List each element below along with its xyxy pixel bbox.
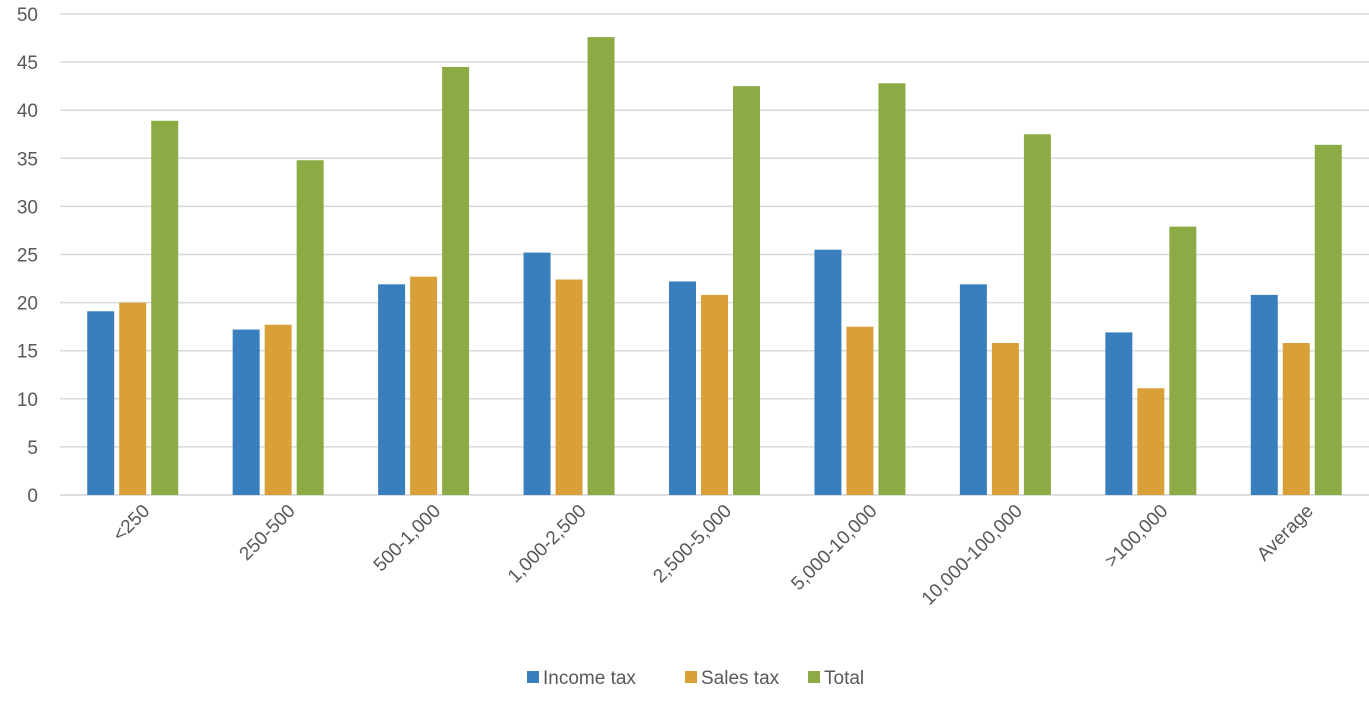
bar-sales-tax: [555, 279, 583, 495]
x-tick-label: 1,000-2,500: [504, 501, 591, 588]
bar-sales-tax: [991, 343, 1019, 495]
bar-total: [878, 83, 906, 495]
y-tick-label: 5: [27, 438, 38, 459]
y-axis-ticks: 0 5 10 15 20 25 30 35 40 45 50: [17, 5, 38, 507]
x-tick-label: 500-1,000: [370, 501, 445, 576]
legend-label: Income tax: [543, 668, 636, 689]
x-tick-label: 10,000-100,000: [918, 501, 1027, 610]
bar-income-tax: [669, 281, 696, 495]
bar-income-tax: [959, 284, 987, 495]
bar-income-tax: [1250, 294, 1278, 495]
x-tick-label: 2,500-5,000: [649, 501, 736, 588]
bar-total: [151, 120, 179, 496]
legend-swatch: [685, 671, 697, 683]
x-tick-label: Average: [1253, 501, 1318, 566]
bar-sales-tax: [1137, 388, 1165, 495]
legend: Income tax Sales tax Total: [527, 668, 864, 689]
x-tick-label: <250: [109, 501, 154, 546]
bar-income-tax: [1105, 332, 1133, 495]
bars: [87, 37, 1342, 496]
legend-label: Total: [824, 668, 864, 689]
y-tick-label: 50: [17, 5, 38, 26]
bar-total: [1314, 144, 1342, 495]
bar-income-tax: [378, 284, 406, 495]
bar-sales-tax: [119, 302, 147, 495]
bar-sales-tax: [264, 324, 292, 495]
x-tick-label: 250-500: [236, 501, 300, 565]
y-tick-label: 10: [17, 390, 38, 411]
y-tick-label: 40: [17, 101, 38, 122]
legend-item: Total: [808, 668, 864, 689]
y-tick-label: 45: [17, 53, 38, 74]
y-tick-label: 25: [17, 246, 38, 267]
x-axis-ticks: <250 250-500 500-1,000 1,000-2,500 2,500-5,0…: [109, 501, 1318, 610]
bar-income-tax: [87, 311, 115, 495]
bar-total: [733, 86, 760, 496]
bar-income-tax: [523, 252, 551, 495]
bar-total: [587, 37, 615, 495]
y-tick-label: 15: [17, 342, 38, 363]
x-tick-label: 5,000-10,000: [787, 501, 881, 595]
bar-sales-tax: [410, 276, 438, 495]
bar-income-tax: [814, 249, 842, 495]
x-tick-label: >100,000: [1101, 501, 1172, 572]
bar-sales-tax: [846, 326, 874, 495]
legend-swatch: [527, 671, 539, 683]
legend-item: Income tax: [527, 668, 636, 689]
bar-sales-tax: [701, 294, 728, 495]
bar-total: [1023, 134, 1051, 495]
legend-item: Sales tax: [685, 668, 780, 689]
bar-sales-tax: [1282, 343, 1310, 495]
y-tick-label: 30: [17, 197, 38, 218]
bar-total: [296, 160, 324, 495]
bar-income-tax: [232, 329, 260, 495]
y-tick-label: 35: [17, 149, 38, 170]
y-tick-label: 0: [27, 486, 38, 507]
y-tick-label: 20: [17, 294, 38, 315]
bar-total: [442, 66, 470, 495]
legend-swatch: [808, 671, 820, 683]
legend-label: Sales tax: [701, 668, 780, 689]
bar-total: [1169, 226, 1197, 496]
